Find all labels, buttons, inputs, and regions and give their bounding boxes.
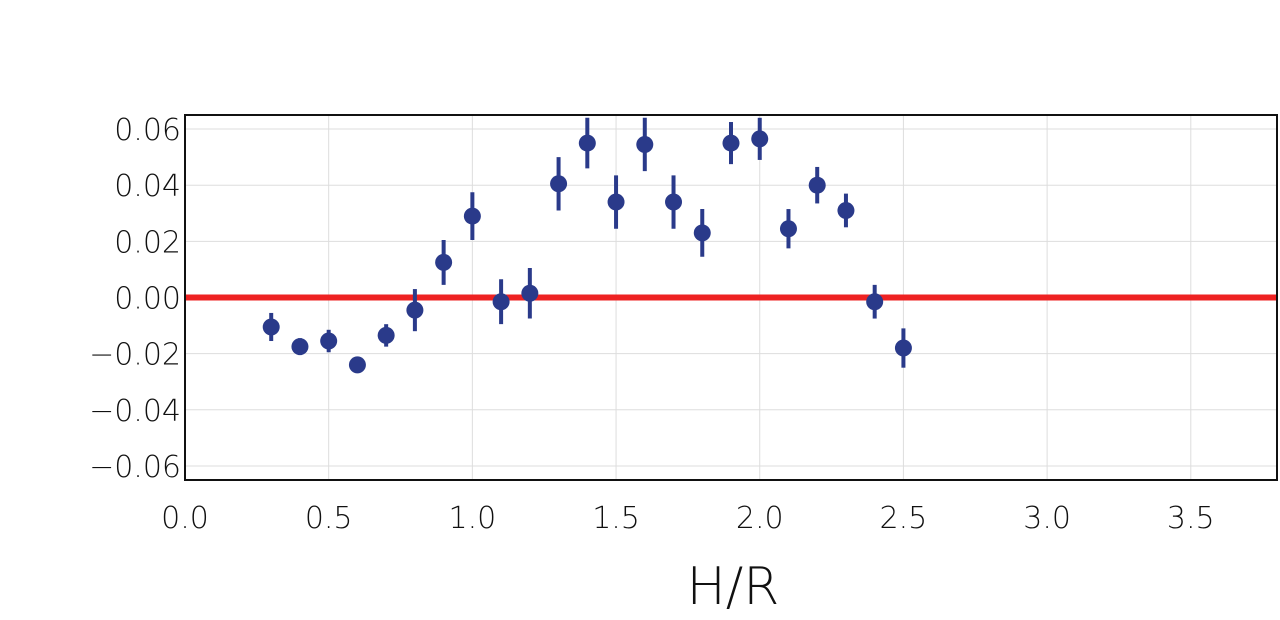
- x-tick-label: 1.5: [592, 501, 640, 536]
- x-tick-label: 3.5: [1167, 501, 1215, 536]
- y-tick-label: −0.02: [89, 338, 181, 373]
- data-point: [435, 253, 453, 271]
- data-point: [693, 224, 711, 242]
- data-point: [262, 318, 280, 336]
- data-point: [578, 134, 596, 152]
- data-points: [262, 117, 912, 374]
- data-point: [463, 207, 481, 225]
- data-point: [665, 193, 683, 211]
- data-point: [406, 301, 424, 319]
- data-point: [521, 284, 539, 302]
- data-point: [636, 135, 654, 153]
- x-tick-label: 0.0: [161, 501, 209, 536]
- data-point: [808, 176, 826, 194]
- x-tick-label: 0.5: [305, 501, 353, 536]
- data-point: [377, 326, 395, 344]
- x-tick-labels: 0.0 0.5 1.0 1.5 2.0 2.5 3.0 3.5: [161, 501, 1215, 536]
- data-point: [320, 332, 338, 350]
- data-point: [751, 130, 769, 148]
- data-point: [866, 293, 884, 311]
- y-tick-label: 0.06: [114, 113, 181, 148]
- y-tick-label: 0.04: [114, 169, 181, 204]
- data-point: [779, 220, 797, 238]
- data-point: [348, 356, 366, 374]
- x-tick-label: 2.0: [736, 501, 784, 536]
- data-point: [492, 293, 510, 311]
- data-point: [291, 338, 309, 356]
- data-point: [550, 175, 568, 193]
- x-axis-title: H/R: [687, 557, 780, 617]
- x-tick-label: 2.5: [880, 501, 928, 536]
- y-tick-label: 0.00: [114, 282, 181, 317]
- data-point: [722, 134, 740, 152]
- y-tick-label: 0.02: [114, 225, 181, 260]
- x-tick-label: 3.0: [1023, 501, 1071, 536]
- y-tick-label: −0.06: [89, 450, 181, 485]
- y-tick-labels: 0.06 0.04 0.02 0.00 −0.02 −0.04 −0.06: [89, 113, 181, 485]
- data-point: [607, 193, 625, 211]
- data-point: [837, 201, 855, 219]
- plot-frame: [184, 114, 1278, 481]
- x-tick-label: 1.0: [449, 501, 497, 536]
- y-tick-label: −0.04: [89, 394, 181, 429]
- data-point: [894, 339, 912, 357]
